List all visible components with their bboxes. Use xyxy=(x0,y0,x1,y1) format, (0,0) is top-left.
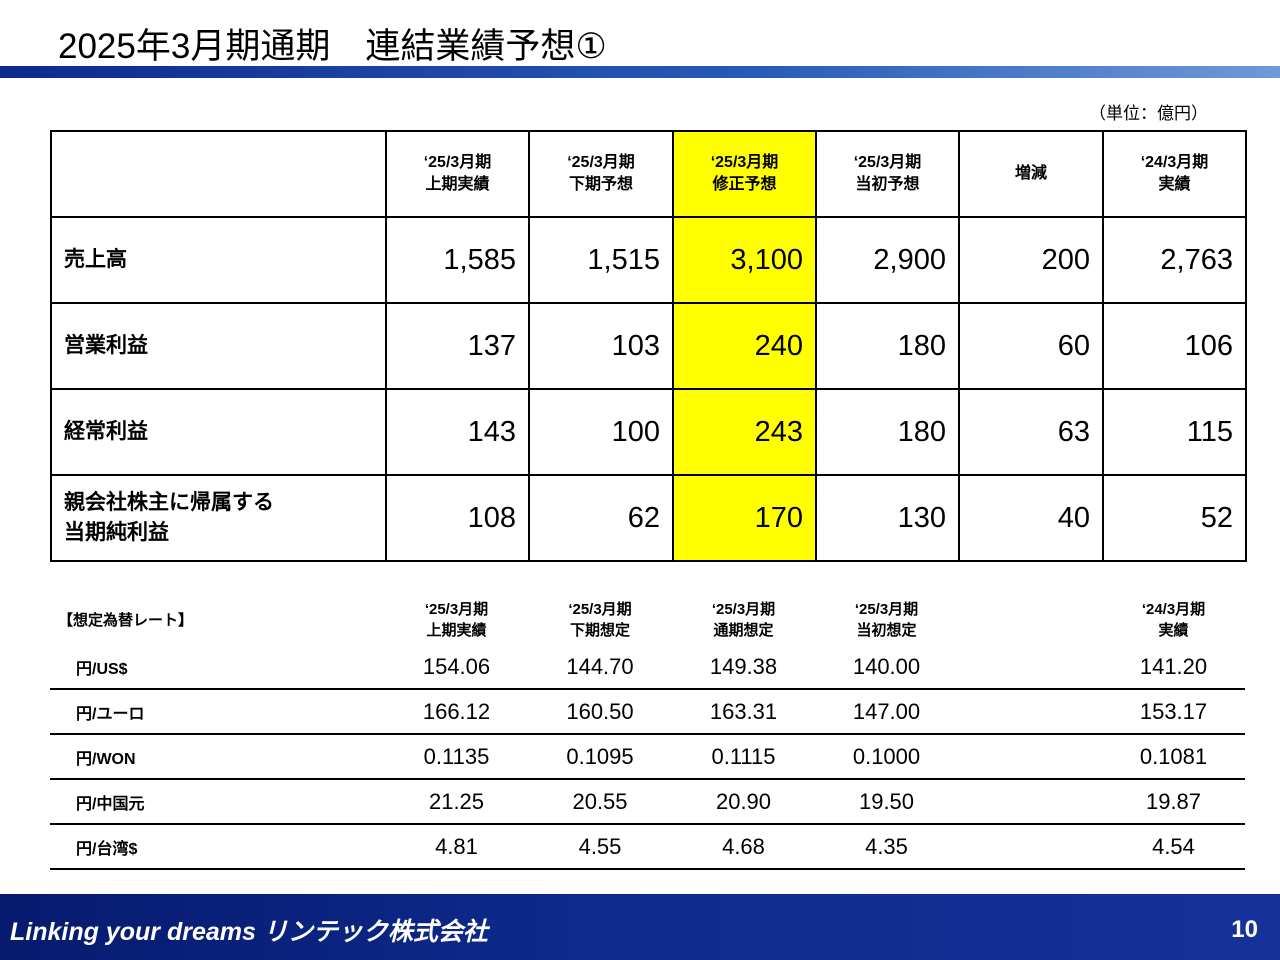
row-label: 売上高 xyxy=(50,216,387,304)
header-cell: ‘24/3月期 実績 xyxy=(1102,130,1247,218)
fx-value-cell: 149.38 xyxy=(672,646,815,690)
value-cell: 2,900 xyxy=(815,216,960,304)
fx-value-cell: 19.87 xyxy=(1102,779,1245,825)
fx-header-cell: ‘25/3月期 下期想定 xyxy=(568,601,632,639)
fx-value-cell: 160.50 xyxy=(528,689,672,735)
fx-header-cell: ‘25/3月期 通期想定 xyxy=(711,601,776,639)
fx-value-cell: 4.68 xyxy=(672,824,815,870)
value-cell-highlighted: 170 xyxy=(672,474,817,562)
fx-row: 円/ユーロ 166.12 160.50 163.31 147.00 153.17 xyxy=(50,689,1245,735)
fx-header-cell xyxy=(958,594,1102,646)
exchange-rate-table: 【想定為替レート】 ‘25/3月期 上期実績 ‘25/3月期 下期想定 ‘25/… xyxy=(50,594,1245,870)
header-cell-blank xyxy=(50,130,387,218)
value-cell-highlighted: 243 xyxy=(672,388,817,476)
fx-value-cell: 0.1135 xyxy=(385,734,528,780)
fx-value-cell: 4.81 xyxy=(385,824,528,870)
fx-value-cell: 21.25 xyxy=(385,779,528,825)
fx-header-cell: ‘25/3月期 上期実績 xyxy=(424,601,489,639)
table-row: 経常利益 143 100 243 180 63 115 xyxy=(50,388,1247,476)
table-row: 売上高 1,585 1,515 3,100 2,900 200 2,763 xyxy=(50,216,1247,304)
fx-value-cell: 154.06 xyxy=(385,646,528,690)
fx-row-label: 円/US$ xyxy=(50,646,385,690)
earnings-forecast-table: ‘25/3月期 上期実績 ‘25/3月期 下期予想 ‘25/3月期 修正予想 ‘… xyxy=(50,130,1247,562)
value-cell: 115 xyxy=(1102,388,1247,476)
value-cell: 100 xyxy=(528,388,674,476)
page-number: 10 xyxy=(1231,916,1258,943)
fx-value-cell: 4.35 xyxy=(815,824,958,870)
fx-value-cell: 144.70 xyxy=(528,646,672,690)
fx-row: 円/WON 0.1135 0.1095 0.1115 0.1000 0.1081 xyxy=(50,734,1245,780)
value-cell: 180 xyxy=(815,302,960,390)
fx-value-cell: 19.50 xyxy=(815,779,958,825)
value-cell: 63 xyxy=(958,388,1104,476)
value-cell-highlighted: 3,100 xyxy=(672,216,817,304)
fx-header-row: 【想定為替レート】 ‘25/3月期 上期実績 ‘25/3月期 下期想定 ‘25/… xyxy=(50,594,1245,646)
value-cell: 60 xyxy=(958,302,1104,390)
header-cell: 増減 xyxy=(958,130,1104,218)
header-cell-highlighted: ‘25/3月期 修正予想 xyxy=(672,130,817,218)
fx-row-label: 円/中国元 xyxy=(50,779,385,825)
header-cell: ‘25/3月期 上期実績 xyxy=(385,130,530,218)
fx-value-cell: 4.54 xyxy=(1102,824,1245,870)
fx-header-cell: ‘24/3月期 実績 xyxy=(1141,601,1206,639)
fx-value-cell: 20.90 xyxy=(672,779,815,825)
fx-header-cell: ‘25/3月期 当初想定 xyxy=(854,601,919,639)
fx-value-cell xyxy=(958,734,1102,780)
fx-value-cell: 0.1095 xyxy=(528,734,672,780)
fx-value-cell: 163.31 xyxy=(672,689,815,735)
value-cell: 106 xyxy=(1102,302,1247,390)
value-cell: 52 xyxy=(1102,474,1247,562)
row-label: 経常利益 xyxy=(50,388,387,476)
fx-value-cell: 166.12 xyxy=(385,689,528,735)
value-cell: 108 xyxy=(385,474,530,562)
value-cell-highlighted: 240 xyxy=(672,302,817,390)
fx-row: 円/中国元 21.25 20.55 20.90 19.50 19.87 xyxy=(50,779,1245,825)
fx-value-cell: 141.20 xyxy=(1102,646,1245,690)
fx-value-cell: 153.17 xyxy=(1102,689,1245,735)
header-cell: ‘25/3月期 当初予想 xyxy=(815,130,960,218)
row-label: 営業利益 xyxy=(50,302,387,390)
footer-bar: Linking your dreams リンテック株式会社 10 xyxy=(0,894,1280,960)
fx-value-cell: 0.1115 xyxy=(672,734,815,780)
fx-value-cell xyxy=(958,689,1102,735)
table-row: 営業利益 137 103 240 180 60 106 xyxy=(50,302,1247,390)
table-header-row: ‘25/3月期 上期実績 ‘25/3月期 下期予想 ‘25/3月期 修正予想 ‘… xyxy=(50,130,1247,218)
value-cell: 1,585 xyxy=(385,216,530,304)
fx-value-cell: 0.1000 xyxy=(815,734,958,780)
value-cell: 1,515 xyxy=(528,216,674,304)
fx-row-label: 円/ユーロ xyxy=(50,689,385,735)
fx-row-label: 円/台湾$ xyxy=(50,824,385,870)
fx-value-cell: 147.00 xyxy=(815,689,958,735)
value-cell: 143 xyxy=(385,388,530,476)
value-cell: 62 xyxy=(528,474,674,562)
value-cell: 180 xyxy=(815,388,960,476)
fx-row: 円/US$ 154.06 144.70 149.38 140.00 141.20 xyxy=(50,646,1245,690)
value-cell: 130 xyxy=(815,474,960,562)
fx-value-cell xyxy=(958,824,1102,870)
title-underline-bar xyxy=(0,66,1280,78)
fx-value-cell xyxy=(958,779,1102,825)
value-cell: 103 xyxy=(528,302,674,390)
fx-value-cell: 140.00 xyxy=(815,646,958,690)
value-cell: 40 xyxy=(958,474,1104,562)
fx-value-cell: 0.1081 xyxy=(1102,734,1245,780)
unit-label: （単位：億円） xyxy=(1089,104,1208,123)
fx-row: 円/台湾$ 4.81 4.55 4.68 4.35 4.54 xyxy=(50,824,1245,870)
page-title: 2025年3月期通期 連結業績予想① xyxy=(58,27,607,66)
header-cell: ‘25/3月期 下期予想 xyxy=(528,130,674,218)
fx-value-cell: 20.55 xyxy=(528,779,672,825)
value-cell: 137 xyxy=(385,302,530,390)
value-cell: 2,763 xyxy=(1102,216,1247,304)
footer-tagline: Linking your dreams リンテック株式会社 xyxy=(10,918,488,946)
value-cell: 200 xyxy=(958,216,1104,304)
fx-value-cell: 4.55 xyxy=(528,824,672,870)
fx-table-title: 【想定為替レート】 xyxy=(58,611,194,629)
row-label: 親会社株主に帰属する 当期純利益 xyxy=(50,474,387,562)
fx-row-label: 円/WON xyxy=(50,734,385,780)
table-row: 親会社株主に帰属する 当期純利益 108 62 170 130 40 52 xyxy=(50,474,1247,562)
fx-value-cell xyxy=(958,646,1102,690)
